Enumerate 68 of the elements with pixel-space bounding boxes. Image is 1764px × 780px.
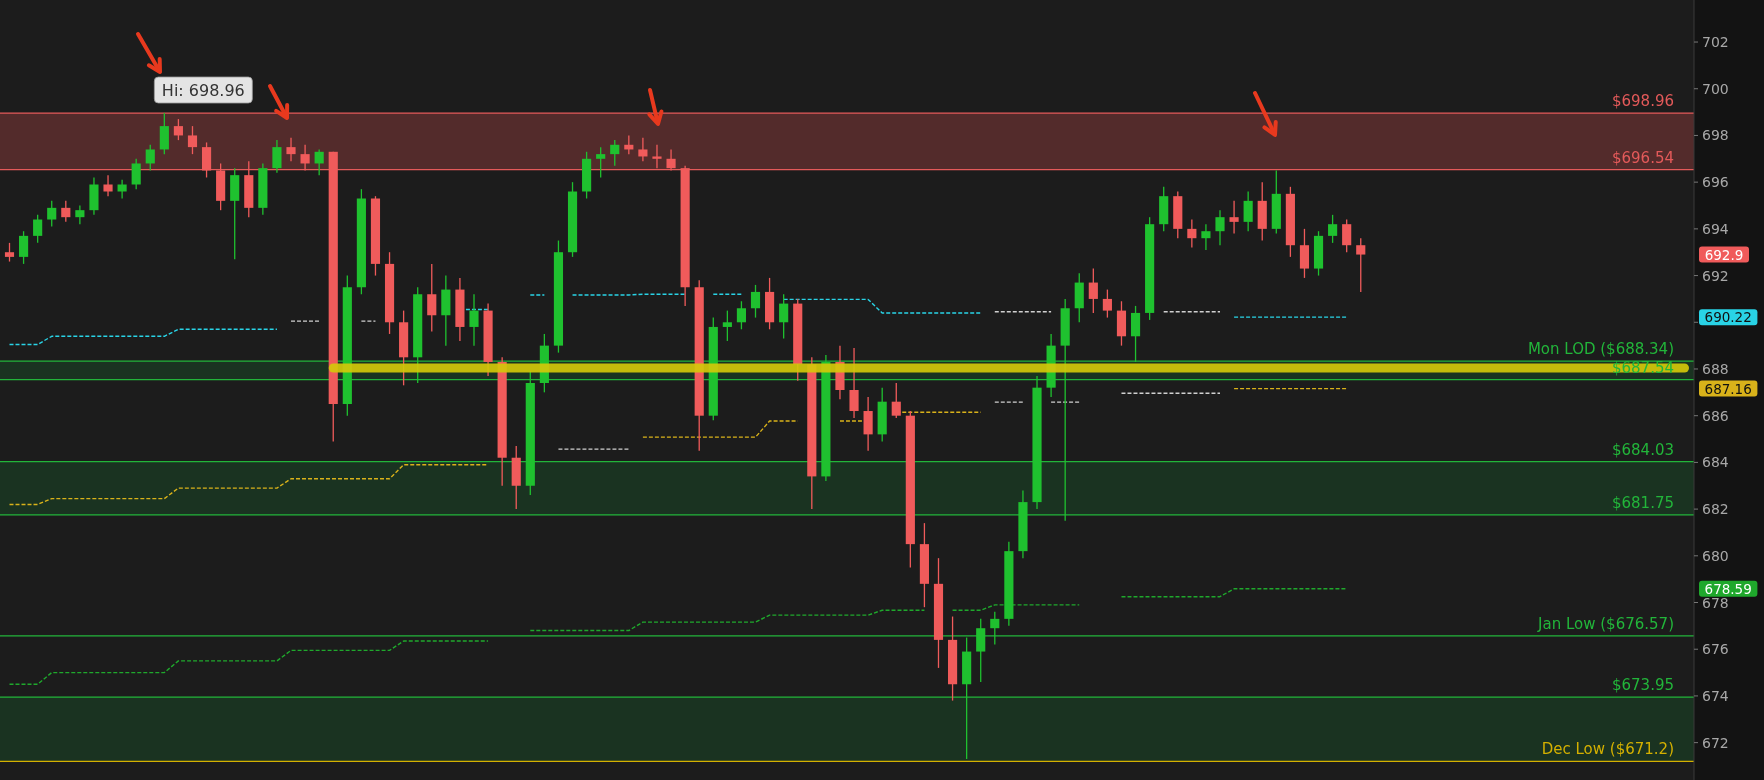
ref-line-label: $687.54 xyxy=(1611,358,1674,377)
candlestick xyxy=(314,148,324,176)
y-tick-label: 684 xyxy=(1702,454,1729,471)
candlestick xyxy=(1187,218,1197,249)
y-tick-label: 698 xyxy=(1702,127,1729,144)
candlestick xyxy=(1102,288,1112,319)
y-tick-label: 676 xyxy=(1702,641,1729,658)
y-tick-label: 700 xyxy=(1702,80,1729,97)
candlestick xyxy=(1356,237,1366,293)
candlestick xyxy=(610,139,620,167)
candlestick xyxy=(4,242,15,263)
y-tick-label: 694 xyxy=(1702,220,1729,237)
candlestick xyxy=(427,263,437,333)
candlestick xyxy=(145,144,155,172)
y-tick-label: 682 xyxy=(1702,501,1729,518)
ref-line-label: $696.54 xyxy=(1611,148,1674,167)
candlestick xyxy=(187,125,198,155)
candlestick xyxy=(1342,218,1352,253)
ref-line-label: $684.03 xyxy=(1611,440,1674,459)
candlestick xyxy=(159,112,169,155)
candlestick xyxy=(1243,190,1253,232)
candlestick xyxy=(117,179,127,200)
candlestick xyxy=(103,174,113,197)
annotation: Hi: 698.96 xyxy=(161,80,245,100)
candlestick xyxy=(779,293,789,340)
y-tick-label: 678 xyxy=(1702,594,1729,611)
candlestick xyxy=(469,293,479,347)
y-tick-label: 672 xyxy=(1702,734,1729,751)
ref-line-label: Dec Low ($671.2) xyxy=(1541,740,1674,759)
candlestick xyxy=(1328,214,1338,244)
y-tick-label: 692 xyxy=(1702,267,1729,284)
y-tick-label: 702 xyxy=(1702,34,1729,51)
candlestick xyxy=(75,204,85,225)
candlestick xyxy=(1201,223,1211,251)
candlestick xyxy=(1215,209,1225,246)
y-tick-label: 688 xyxy=(1702,360,1729,377)
text: 678.59 xyxy=(1704,580,1752,597)
candlestick xyxy=(750,284,761,319)
candlestick xyxy=(47,200,57,228)
candlestick xyxy=(33,214,43,244)
text: 687.16 xyxy=(1704,380,1752,397)
y-tick-label: 680 xyxy=(1702,547,1729,564)
candlestick xyxy=(61,200,71,223)
ref-line-label: $673.95 xyxy=(1611,676,1674,695)
candlestick xyxy=(638,137,648,162)
ref-line-label: Mon LOD ($688.34) xyxy=(1527,340,1674,359)
ref-line-label: $698.96 xyxy=(1611,92,1674,111)
candlestick xyxy=(1299,228,1310,279)
candlestick xyxy=(19,230,29,265)
candlestick xyxy=(722,309,732,342)
candlestick xyxy=(891,382,901,419)
candlestick xyxy=(131,158,141,190)
candlestick xyxy=(849,347,859,419)
candlestick xyxy=(1229,200,1239,235)
candlestick xyxy=(173,118,183,141)
candlestick xyxy=(736,300,747,330)
ref-line-label: Jan Low ($676.57) xyxy=(1537,614,1674,633)
candlestick xyxy=(272,139,282,174)
y-tick-label: 686 xyxy=(1702,407,1729,424)
text: 692.9 xyxy=(1704,246,1744,263)
candlestick xyxy=(863,396,873,452)
y-tick-label: 674 xyxy=(1702,687,1729,704)
candlestick xyxy=(596,146,606,179)
y-tick-label: 696 xyxy=(1702,174,1729,191)
text: 690.22 xyxy=(1704,309,1752,326)
ref-line-label: $681.75 xyxy=(1611,493,1674,512)
candlestick xyxy=(286,137,296,162)
candlestick xyxy=(1088,267,1098,314)
